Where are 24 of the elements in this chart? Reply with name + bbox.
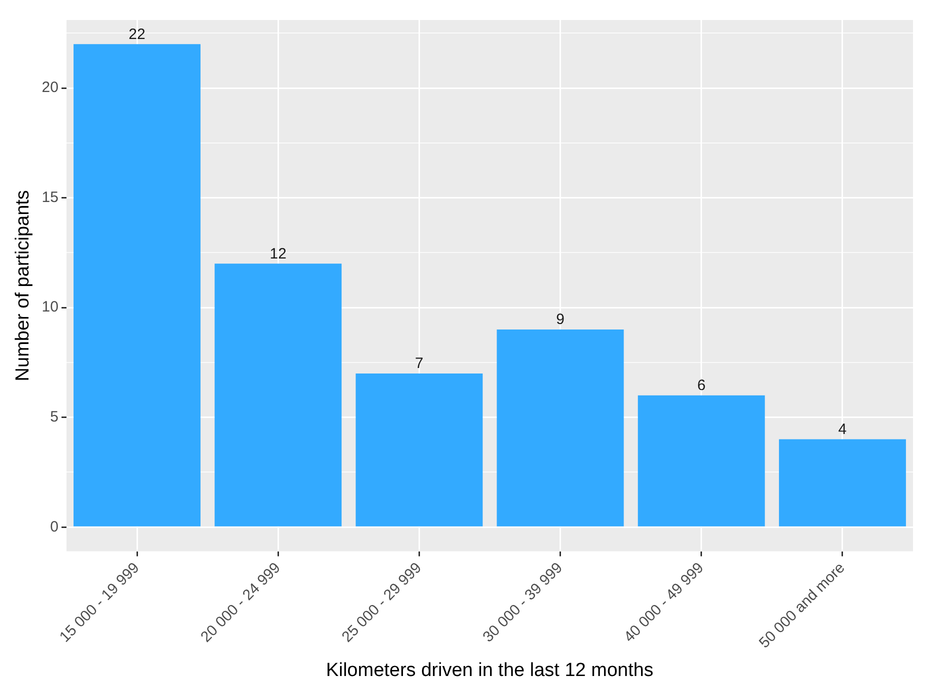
- bar: [496, 330, 624, 526]
- data-label: 12: [270, 245, 286, 262]
- data-label: 9: [556, 311, 564, 328]
- data-label: 4: [838, 420, 847, 438]
- y-tick-label: 15: [42, 188, 58, 206]
- x-tick-label: 25 000 - 29 999: [338, 559, 425, 646]
- bar: [638, 395, 765, 526]
- y-tick-label: 10: [42, 298, 58, 316]
- x-tick-label: 20 000 - 24 999: [198, 559, 284, 646]
- x-tick-label: 40 000 - 49 999: [620, 559, 708, 646]
- y-tick-label: 5: [50, 408, 58, 426]
- x-tick-label: 15 000 - 19 999: [56, 559, 143, 646]
- bar: [778, 439, 906, 526]
- data-label: 6: [697, 377, 706, 394]
- x-axis-title: Kilometers driven in the last 12 months: [326, 660, 654, 681]
- bar: [74, 44, 201, 526]
- y-tick-label: 20: [42, 79, 58, 96]
- bar: [356, 373, 483, 526]
- x-tick-label: 30 000 - 39 999: [480, 559, 566, 646]
- y-tick-label: 0: [50, 518, 58, 536]
- data-label: 22: [128, 26, 146, 43]
- data-label: 7: [415, 355, 424, 372]
- y-axis-title: Number of participants: [12, 190, 34, 382]
- bar: [214, 264, 342, 526]
